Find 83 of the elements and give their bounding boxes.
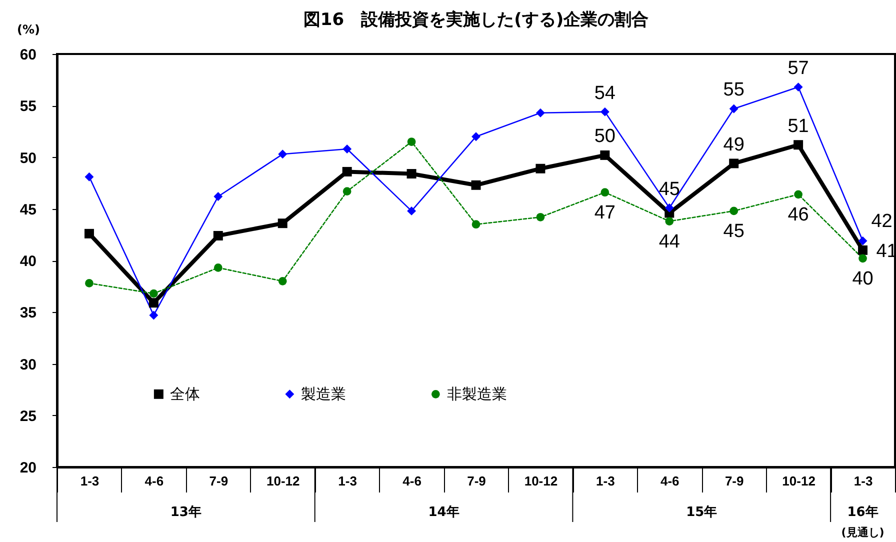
point bbox=[472, 132, 480, 142]
point bbox=[472, 220, 480, 229]
point bbox=[85, 279, 94, 288]
y-tick-label: 40 bbox=[20, 253, 36, 270]
text: 14年 bbox=[428, 505, 460, 520]
point bbox=[600, 107, 610, 116]
point bbox=[858, 254, 867, 263]
point bbox=[729, 104, 738, 114]
point bbox=[536, 164, 546, 174]
y-tick-label: 20 bbox=[20, 460, 36, 476]
legend-label: 全体 bbox=[170, 385, 200, 404]
x-tick-label: 1-3 bbox=[854, 474, 873, 488]
data-label: 47 bbox=[594, 202, 616, 224]
point bbox=[794, 190, 802, 199]
chart-title: 図16 設備投資を実施した(する)企業の割合 bbox=[303, 10, 649, 30]
data-label: 40 bbox=[852, 268, 874, 290]
point bbox=[149, 310, 158, 320]
point bbox=[471, 180, 481, 190]
point bbox=[600, 150, 610, 160]
point bbox=[84, 228, 94, 238]
text: (見通し) bbox=[841, 526, 884, 539]
point bbox=[150, 289, 158, 298]
x-tick-label: 10-12 bbox=[782, 474, 816, 488]
x-tick-label: 4-6 bbox=[144, 474, 164, 488]
y-tick-label: 50 bbox=[20, 150, 36, 167]
x-tick-label: 1-3 bbox=[80, 474, 100, 488]
point bbox=[342, 187, 352, 196]
point bbox=[406, 169, 416, 179]
text: 16年 bbox=[847, 505, 878, 520]
data-label: 49 bbox=[723, 134, 744, 156]
y-tick-label: 25 bbox=[20, 408, 36, 425]
y-tick-label: 60 bbox=[20, 46, 36, 64]
point bbox=[794, 82, 803, 92]
point bbox=[278, 276, 287, 286]
x-tick-label: 7-9 bbox=[467, 474, 486, 488]
y-tick-label: 35 bbox=[20, 304, 36, 322]
text: 15年 bbox=[686, 505, 718, 520]
point bbox=[278, 150, 288, 159]
point bbox=[730, 206, 738, 216]
data-label: 46 bbox=[788, 204, 809, 226]
x-tick-label: 1-3 bbox=[338, 474, 357, 488]
x-tick-label: 10-12 bbox=[524, 474, 558, 488]
point bbox=[600, 188, 610, 197]
point bbox=[407, 138, 416, 146]
point bbox=[342, 144, 352, 154]
data-label: 55 bbox=[723, 80, 744, 101]
point bbox=[84, 172, 94, 182]
point bbox=[342, 166, 352, 176]
data-label: 51 bbox=[788, 116, 809, 137]
data-label: 45 bbox=[658, 178, 680, 200]
data-label: 54 bbox=[594, 82, 616, 104]
point bbox=[213, 230, 223, 240]
point bbox=[665, 217, 674, 226]
y-tick-label: 45 bbox=[20, 201, 36, 218]
point bbox=[536, 108, 545, 118]
data-label: 44 bbox=[658, 231, 680, 252]
x-tick-label: 4-6 bbox=[402, 474, 422, 488]
data-label: 42 bbox=[871, 210, 892, 232]
y-tick-label: 55 bbox=[20, 98, 36, 116]
legend-label: 非製造業 bbox=[447, 385, 508, 404]
data-label: 45 bbox=[723, 220, 744, 242]
point bbox=[536, 212, 545, 222]
y-axis-title: (%) bbox=[17, 22, 40, 36]
point bbox=[858, 236, 868, 246]
x-tick-label: 4-6 bbox=[660, 474, 680, 488]
x-tick-label: 7-9 bbox=[724, 474, 744, 488]
point bbox=[278, 218, 288, 228]
data-label: 57 bbox=[788, 58, 809, 80]
data-label: 50 bbox=[594, 126, 616, 148]
point bbox=[729, 158, 739, 168]
point bbox=[794, 140, 804, 150]
y-tick-label: 30 bbox=[20, 356, 36, 374]
point bbox=[858, 245, 868, 255]
text: 13年 bbox=[170, 505, 202, 520]
x-tick-label: 1-3 bbox=[596, 474, 615, 488]
x-tick-label: 7-9 bbox=[209, 474, 228, 488]
point bbox=[664, 203, 674, 212]
point bbox=[214, 264, 222, 272]
legend-label: 製造業 bbox=[301, 385, 346, 404]
point bbox=[407, 206, 416, 216]
point bbox=[148, 298, 158, 308]
x-tick-label: 10-12 bbox=[266, 474, 300, 488]
point bbox=[214, 192, 223, 201]
